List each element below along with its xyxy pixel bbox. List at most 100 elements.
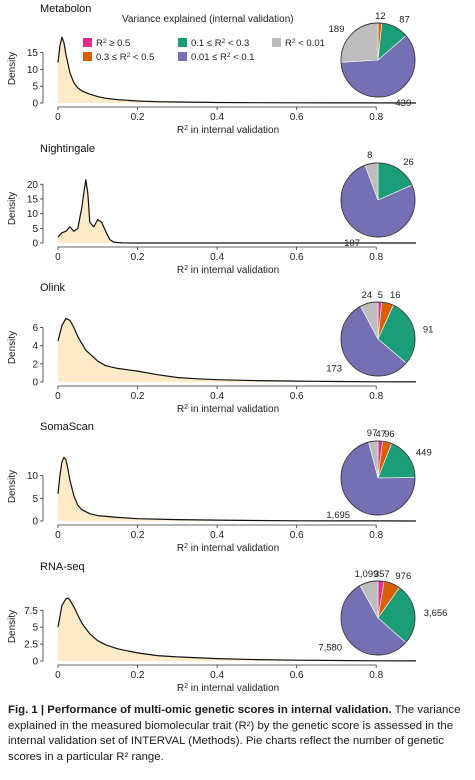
x-tick-label: 0.4 xyxy=(210,391,224,402)
x-axis-label: R2 in internal validation xyxy=(177,125,279,137)
legend-swatch xyxy=(178,52,187,61)
x-tick-label: 0.8 xyxy=(369,252,383,263)
legend-label: 0.3 ≤ R2 < 0.5 xyxy=(96,52,154,64)
x-tick-label: 0.2 xyxy=(131,530,145,541)
x-tick-label: 0.4 xyxy=(210,530,224,541)
x-tick-label: 0 xyxy=(55,252,61,263)
density-curve xyxy=(57,597,417,662)
pie-label: 976 xyxy=(395,571,411,582)
panel-metabolon: Metabolon 0 5 10 15 0 0.2 0.4 0.6 0.8 R2 in intern… xyxy=(7,3,417,137)
pie-label: 87 xyxy=(399,15,410,26)
y-tick-label: 5 xyxy=(32,494,38,505)
y-tick-label: 7.5 xyxy=(24,606,38,617)
x-axis-label: R2 in internal validation xyxy=(177,683,279,695)
x-tick-label: 0.6 xyxy=(290,530,304,541)
x-tick-label: 0.6 xyxy=(290,112,304,123)
panel-title: SomaScan xyxy=(40,421,94,433)
x-tick-label: 0 xyxy=(55,112,61,123)
density-area xyxy=(57,37,417,103)
x-tick-label: 0.4 xyxy=(210,670,224,681)
y-tick-label: 10 xyxy=(27,65,39,76)
pie-label: 1,695 xyxy=(326,510,350,521)
pie-label: 26 xyxy=(403,157,414,168)
y-tick-label: 2.5 xyxy=(24,640,38,651)
y-tick-label: 6 xyxy=(32,323,38,334)
y-tick-label: 15 xyxy=(27,194,39,205)
density-curve xyxy=(57,36,417,104)
x-tick-label: 0 xyxy=(55,391,61,402)
pie-label: 3,656 xyxy=(424,608,448,619)
y-tick-label: 5 xyxy=(32,623,38,634)
density-area xyxy=(57,318,417,382)
x-tick-label: 0.8 xyxy=(369,391,383,402)
x-tick-label: 0.4 xyxy=(210,252,224,263)
x-tick-label: 0 xyxy=(55,670,61,681)
y-axis-label: Density xyxy=(7,52,18,85)
pie-label: 91 xyxy=(423,325,434,336)
y-tick-label: 5 xyxy=(32,82,38,93)
pie-label: 96 xyxy=(384,429,395,440)
x-tick-label: 0.2 xyxy=(131,112,145,123)
pie-label: 173 xyxy=(326,363,342,374)
x-axis-label: R2 in internal validation xyxy=(177,404,279,416)
y-tick-label: 0 xyxy=(32,657,38,668)
pie-label: 189 xyxy=(329,24,345,35)
y-axis-label: Density xyxy=(7,470,18,503)
x-tick-label: 0.8 xyxy=(369,112,383,123)
pie-label: 12 xyxy=(375,11,386,22)
pie-outline xyxy=(340,301,416,377)
y-tick-label: 10 xyxy=(27,209,39,220)
legend-item: 0.01 ≤ R2 < 0.1 xyxy=(178,52,255,64)
y-axis-label: Density xyxy=(7,610,18,643)
x-tick-label: 0.8 xyxy=(369,530,383,541)
legend-item: 0.3 ≤ R2 < 0.5 xyxy=(83,52,154,64)
pie-outline xyxy=(340,22,416,98)
density-area xyxy=(57,179,417,243)
x-tick-label: 0.2 xyxy=(131,391,145,402)
pie-label: 439 xyxy=(395,98,411,109)
density-curve xyxy=(57,317,417,383)
density-curve xyxy=(57,179,416,244)
legend-swatch xyxy=(83,38,92,47)
y-tick-label: 0 xyxy=(32,378,38,389)
density-curve xyxy=(57,456,417,522)
panel-title: Metabolon xyxy=(40,3,91,15)
pie-label: 5 xyxy=(378,290,383,301)
pie-slice xyxy=(340,22,379,63)
pie-label: 8 xyxy=(367,150,372,161)
pie-label: 7,580 xyxy=(318,642,342,653)
x-tick-label: 0.2 xyxy=(131,252,145,263)
pie-label: 107 xyxy=(344,238,360,249)
pie-label: 1,099 xyxy=(355,569,379,580)
y-axis-label: Density xyxy=(7,331,18,364)
legend-title: Variance explained (internal validation) xyxy=(122,14,294,25)
x-tick-label: 0.6 xyxy=(290,252,304,263)
figure-caption: Fig. 1 | Performance of multi-omic genet… xyxy=(8,703,468,765)
legend-label: R2 ≥ 0.5 xyxy=(96,38,130,50)
pie-outline xyxy=(340,580,416,656)
x-tick-label: 0.2 xyxy=(131,670,145,681)
panel-somascan: SomaScan 0 5 10 0 0.2 0.4 0.6 0.8 R2 in internal … xyxy=(7,421,432,554)
pie-outline xyxy=(340,440,416,516)
x-tick-label: 0.4 xyxy=(210,112,224,123)
panel-title: Olink xyxy=(40,282,66,294)
pie-label: 357 xyxy=(374,569,390,580)
x-tick-label: 0 xyxy=(55,530,61,541)
x-axis-label: R2 in internal validation xyxy=(177,265,279,277)
y-tick-label: 5 xyxy=(32,224,38,235)
legend-label: 0.01 ≤ R2 < 0.1 xyxy=(191,52,255,64)
legend-swatch xyxy=(178,38,187,47)
legend-label: R2 < 0.01 xyxy=(285,38,325,50)
caption-text: The variance explained in the measured b… xyxy=(8,704,461,763)
legend: Variance explained (internal validation)… xyxy=(83,14,325,63)
y-tick-label: 20 xyxy=(27,180,39,191)
y-tick-label: 15 xyxy=(27,48,39,59)
x-tick-label: 0.6 xyxy=(290,670,304,681)
figure: Metabolon 0 5 10 15 0 0.2 0.4 0.6 0.8 R2 in intern… xyxy=(7,3,448,695)
pie-label: 24 xyxy=(362,290,373,301)
legend-label: 0.1 ≤ R2 < 0.3 xyxy=(191,38,249,50)
legend-swatch xyxy=(83,52,92,61)
y-tick-label: 0 xyxy=(32,517,38,528)
density-area xyxy=(57,598,417,661)
